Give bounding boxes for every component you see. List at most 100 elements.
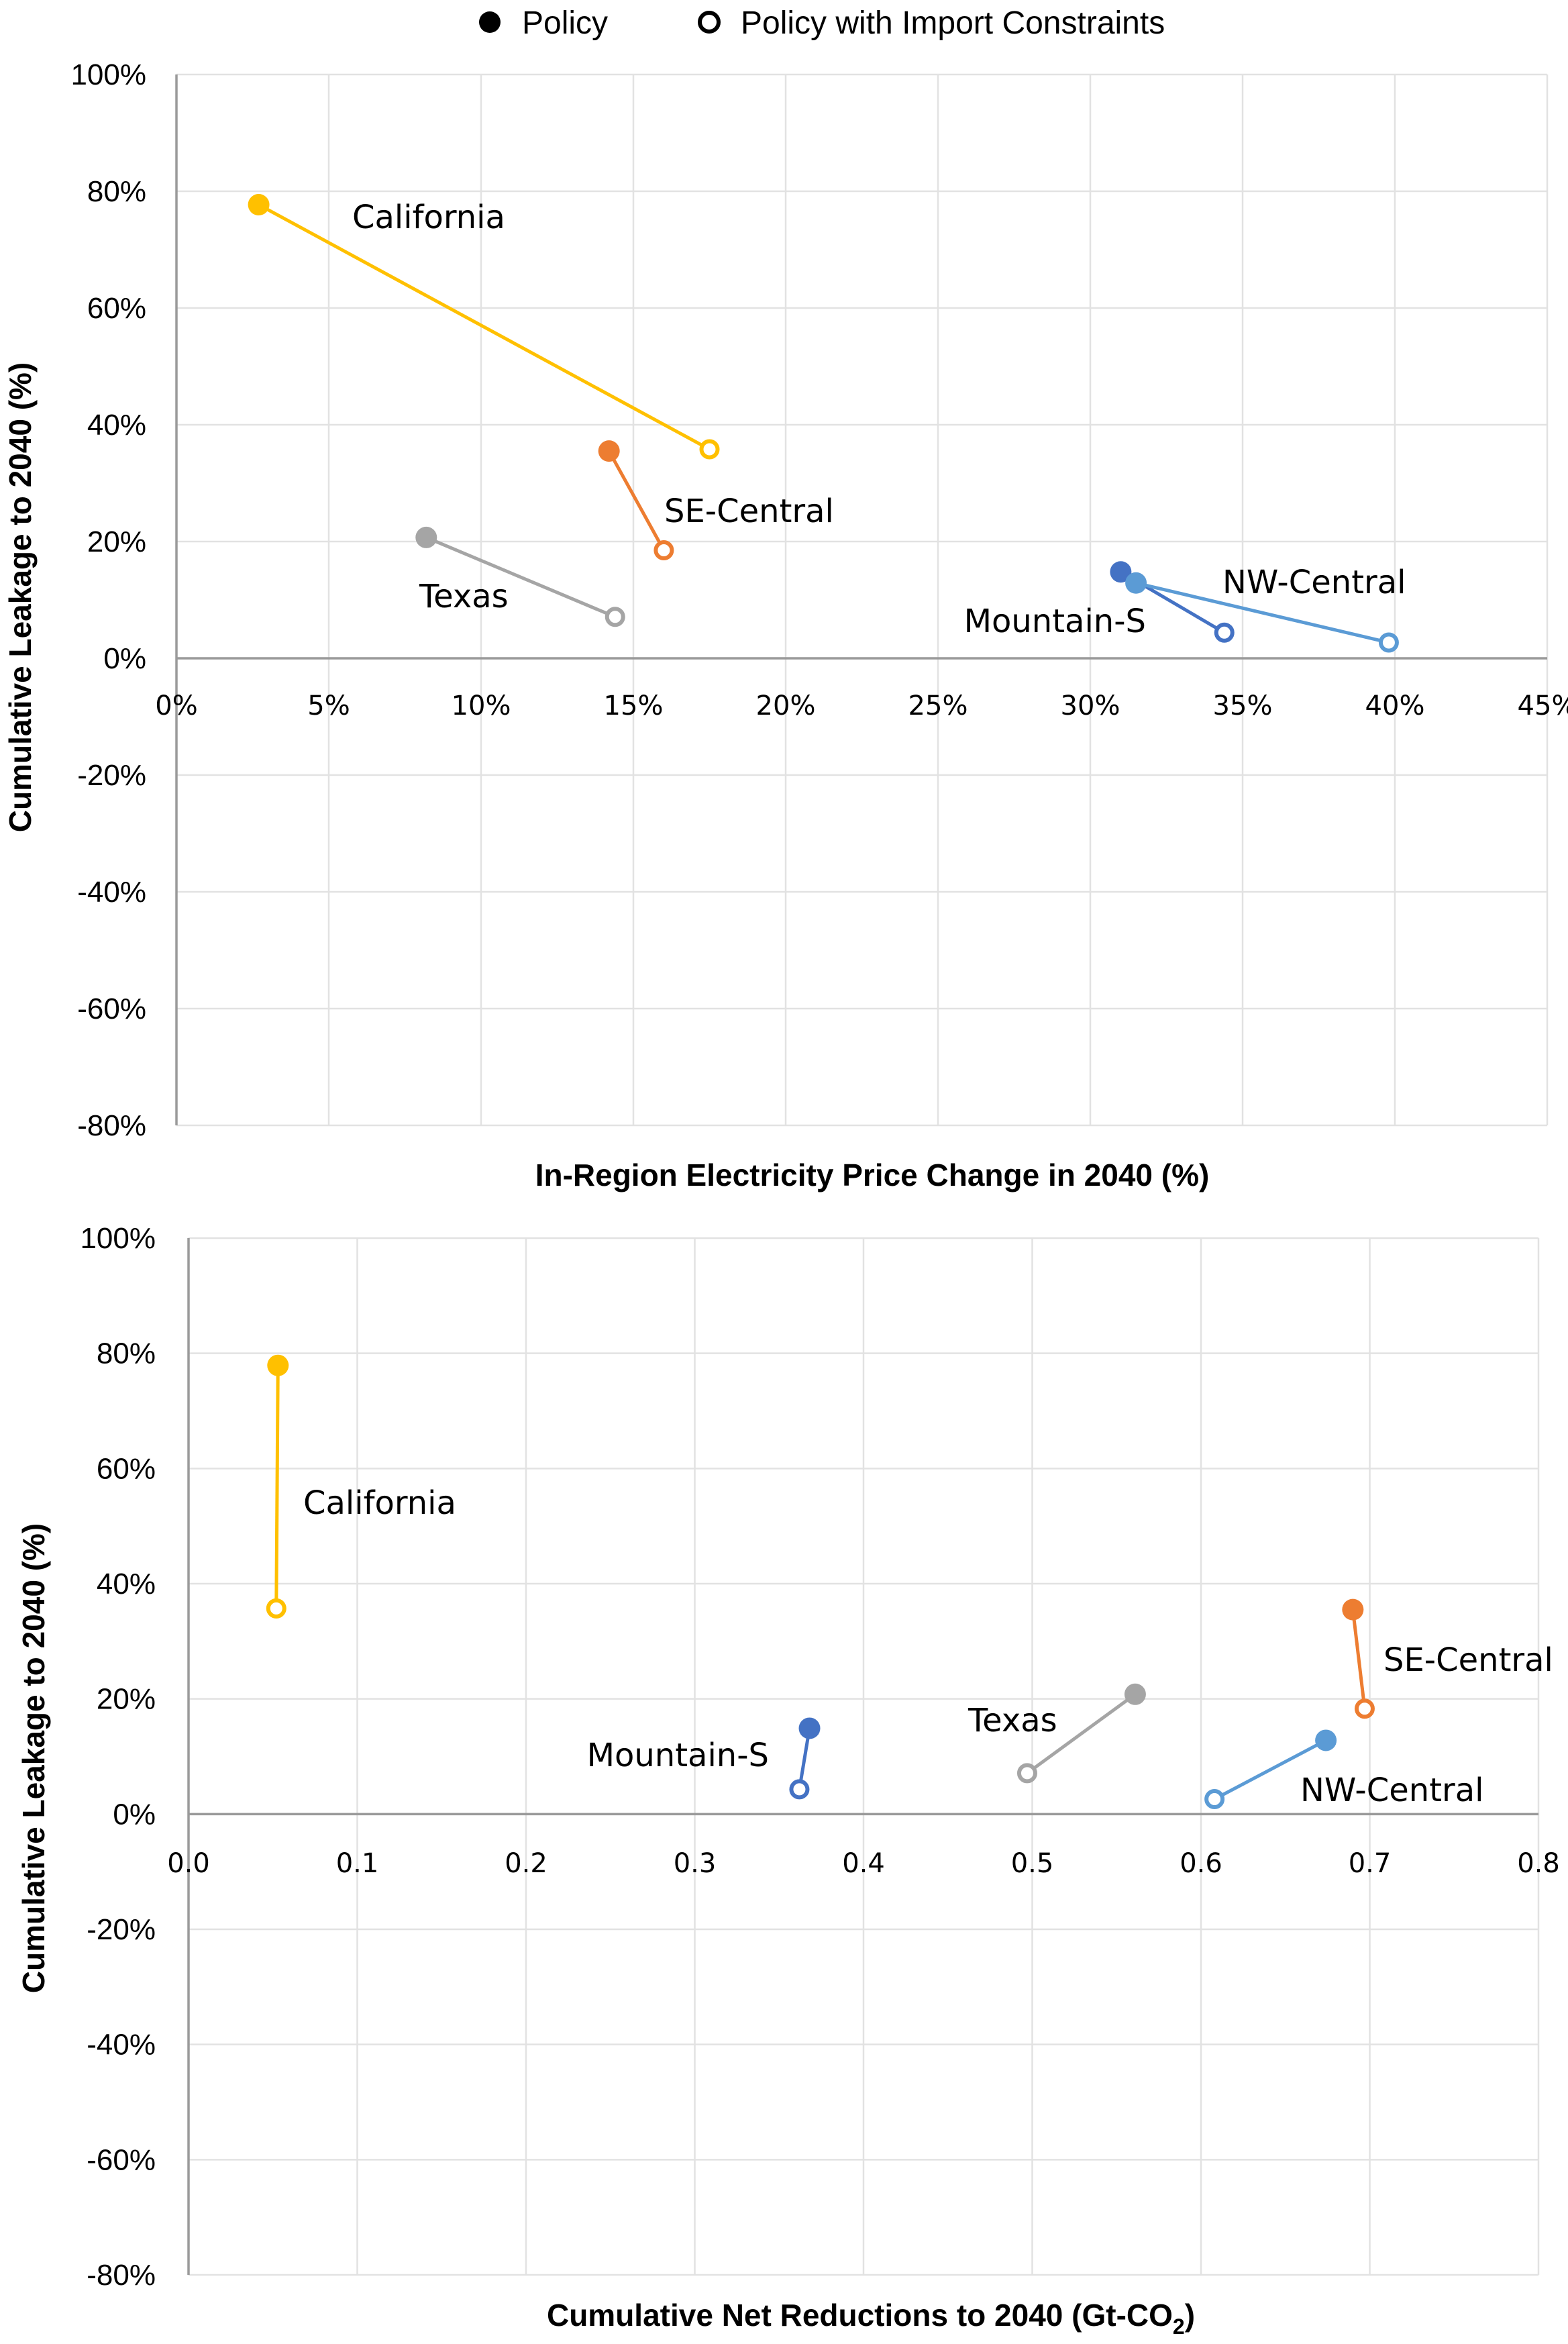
nw-central-connector-line	[1213, 1739, 1327, 1801]
x-tick-label: 25%	[908, 691, 968, 721]
y-tick-label: 80%	[87, 175, 146, 208]
x-tick-label: 0.4	[842, 1848, 885, 1879]
x-tick-label: 0.3	[674, 1848, 717, 1879]
se-central-policy-marker	[598, 440, 620, 462]
y-tick-label: -60%	[87, 2143, 156, 2176]
x-tick-label: 10%	[452, 691, 511, 721]
nw-central-label: NW-Central	[1300, 1772, 1484, 1809]
top-chart-region-labels: California SE-Central Texas Mountain-S NW-Ce…	[352, 199, 1406, 640]
se-central-connector-line	[1351, 1609, 1367, 1709]
california-connector-line	[258, 203, 711, 451]
y-tick-label: 40%	[87, 409, 146, 442]
mountain-s-import-constraints-marker	[1214, 622, 1235, 643]
y-tick-label: 20%	[97, 1683, 156, 1716]
bottom-chart-y-axis-title: Cumulative Leakage to 2040 (%)	[16, 1523, 51, 1993]
texas-label: Texas	[419, 578, 509, 615]
nw-central-import-constraints-marker	[1204, 1789, 1225, 1810]
x-tick-label: 20%	[756, 691, 816, 721]
y-tick-label: -60%	[77, 992, 146, 1025]
bottom-chart: 100% 80% 60% 40% 20% 0% -20% -40% -60% -80% 0.0 0.1…	[16, 1222, 1560, 2339]
bottom-chart-marks	[266, 1354, 1375, 1810]
bottom-x-title-main: Cumulative Net Reductions to 2040 (Gt-CO	[547, 2298, 1173, 2333]
y-tick-label: -40%	[77, 876, 146, 909]
se-central-connector-line	[607, 450, 666, 552]
california-import-constraints-marker	[266, 1598, 286, 1619]
california-policy-marker	[267, 1354, 289, 1376]
texas-connector-line	[1026, 1692, 1137, 1775]
california-policy-marker	[248, 194, 270, 216]
bottom-chart-tick-labels: 100% 80% 60% 40% 20% 0% -20% -40% -60% -80% 0.0 0.1…	[80, 1222, 1559, 2292]
y-tick-label: 0%	[103, 642, 146, 675]
legend: Policy Policy with Import Constraints	[479, 5, 1165, 41]
bottom-chart-x-axis-title: Cumulative Net Reductions to 2040 (Gt-CO…	[547, 2298, 1195, 2339]
texas-import-constraints-marker	[1016, 1763, 1037, 1784]
nw-central-policy-marker	[1315, 1729, 1337, 1751]
nw-central-connector-line	[1135, 581, 1390, 644]
se-central-import-constraints-marker	[654, 540, 674, 561]
y-tick-label: -80%	[87, 2259, 156, 2292]
se-central-label: SE-Central	[1383, 1641, 1553, 1679]
se-central-label: SE-Central	[664, 493, 834, 530]
y-tick-label: 60%	[97, 1452, 156, 1485]
y-tick-label: -20%	[87, 1913, 156, 1946]
y-tick-label: 100%	[70, 58, 146, 91]
mountain-s-policy-marker	[1110, 561, 1132, 583]
y-tick-label: 40%	[97, 1568, 156, 1600]
california-connector-line	[274, 1365, 280, 1609]
y-tick-label: 100%	[80, 1222, 156, 1255]
legend-import-label: Policy with Import Constraints	[741, 5, 1165, 41]
bottom-x-title-subscript: 2	[1173, 2314, 1185, 2339]
x-tick-label: 0.7	[1349, 1848, 1392, 1879]
texas-import-constraints-marker	[605, 607, 625, 627]
top-chart-y-axis-title: Cumulative Leakage to 2040 (%)	[3, 362, 38, 832]
y-tick-label: -40%	[87, 2029, 156, 2061]
y-tick-label: 20%	[87, 525, 146, 558]
x-tick-label: 40%	[1365, 691, 1425, 721]
x-tick-label: 0.1	[336, 1848, 379, 1879]
y-tick-label: 80%	[97, 1337, 156, 1370]
top-chart-x-axis-title: In-Region Electricity Price Change in 20…	[535, 1158, 1210, 1192]
top-chart: 100% 80% 60% 40% 20% 0% -20% -40% -60% -80% 0% 5% 10…	[3, 58, 1568, 1192]
legend-policy-marker-icon	[479, 11, 501, 33]
texas-label: Texas	[968, 1702, 1057, 1739]
legend-import-marker-icon	[698, 11, 721, 34]
x-tick-label: 0.5	[1011, 1848, 1054, 1879]
x-tick-label: 45%	[1518, 691, 1568, 721]
x-tick-label: 30%	[1061, 691, 1120, 721]
texas-connector-line	[425, 536, 616, 619]
top-chart-tick-labels: 100% 80% 60% 40% 20% 0% -20% -40% -60% -80% 0% 5% 10…	[70, 58, 1568, 1142]
nw-central-label: NW-Central	[1222, 564, 1406, 601]
y-tick-label: 60%	[87, 292, 146, 325]
mountain-s-label: Mountain-S	[587, 1737, 769, 1774]
x-tick-label: 0%	[155, 691, 197, 721]
texas-policy-marker	[1124, 1683, 1146, 1705]
mountain-s-policy-marker	[798, 1717, 821, 1739]
nw-central-import-constraints-marker	[1378, 632, 1399, 653]
bottom-chart-region-labels: California Mountain-S Texas SE-Central NW-Ce…	[303, 1484, 1553, 1809]
y-tick-label: 0%	[113, 1798, 156, 1831]
legend-policy-label: Policy	[522, 5, 608, 41]
x-tick-label: 35%	[1213, 691, 1273, 721]
x-tick-label: 15%	[604, 691, 664, 721]
nw-central-policy-marker	[1125, 572, 1147, 594]
y-tick-label: -80%	[77, 1109, 146, 1142]
x-tick-label: 0.6	[1180, 1848, 1222, 1879]
mountain-s-import-constraints-marker	[789, 1779, 810, 1800]
se-central-import-constraints-marker	[1354, 1698, 1375, 1719]
x-tick-label: 0.0	[167, 1848, 210, 1879]
bottom-x-title-suffix: )	[1185, 2298, 1195, 2333]
y-tick-label: -20%	[77, 759, 146, 792]
bottom-chart-gridlines	[187, 1237, 1540, 2276]
california-import-constraints-marker	[699, 439, 720, 460]
top-chart-marks	[248, 194, 1399, 653]
texas-policy-marker	[415, 526, 437, 548]
california-label: California	[352, 199, 505, 236]
california-label: California	[303, 1484, 456, 1522]
top-chart-gridlines	[175, 73, 1549, 1127]
x-tick-label: 0.8	[1517, 1848, 1560, 1879]
x-tick-label: 5%	[307, 691, 350, 721]
mountain-s-label: Mountain-S	[964, 603, 1146, 640]
se-central-policy-marker	[1342, 1598, 1364, 1621]
x-tick-label: 0.2	[505, 1848, 547, 1879]
